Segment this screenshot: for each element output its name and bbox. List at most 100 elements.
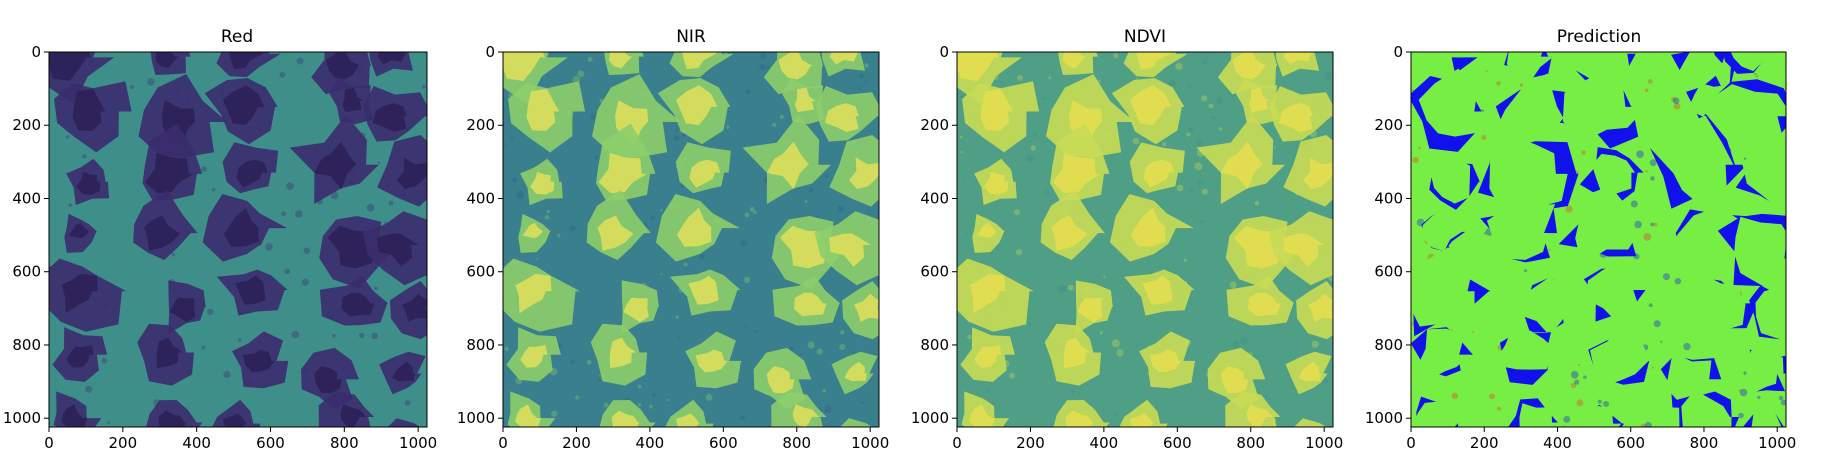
plant-core bbox=[794, 87, 816, 113]
x-tick-label: 0 bbox=[952, 434, 962, 452]
x-tick-label: 1000 bbox=[851, 434, 889, 452]
plant-core bbox=[235, 275, 266, 305]
texture-speck bbox=[359, 332, 365, 339]
texture-speck bbox=[807, 341, 815, 349]
texture-speck bbox=[516, 190, 525, 199]
y-tick-label: 1000 bbox=[3, 409, 41, 427]
x-tick-label: 0 bbox=[44, 434, 54, 452]
plant-core bbox=[1135, 52, 1171, 70]
texture-speck bbox=[1650, 176, 1655, 181]
texture-speck bbox=[1754, 72, 1757, 76]
plant-region bbox=[1562, 67, 1647, 142]
texture-speck bbox=[1778, 395, 1784, 401]
texture-speck bbox=[1576, 399, 1584, 407]
texture-speck bbox=[1683, 342, 1691, 351]
x-tick-label: 1000 bbox=[399, 434, 437, 452]
y-tick-label: 400 bbox=[1374, 189, 1403, 207]
texture-speck bbox=[675, 315, 679, 319]
texture-speck bbox=[1488, 393, 1495, 400]
image-area bbox=[956, 51, 1334, 428]
plant-region bbox=[1708, 84, 1786, 155]
texture-speck bbox=[142, 412, 146, 417]
texture-speck bbox=[1070, 389, 1075, 394]
texture-speck bbox=[1187, 84, 1191, 88]
texture-speck bbox=[1216, 187, 1219, 190]
plant-core bbox=[145, 153, 194, 194]
texture-speck bbox=[1229, 281, 1237, 289]
plant-core bbox=[376, 233, 419, 267]
plant-core bbox=[675, 413, 700, 427]
image-frame bbox=[956, 51, 1334, 428]
texture-speck bbox=[673, 135, 680, 142]
texture-speck bbox=[216, 153, 224, 161]
plant-core bbox=[825, 103, 859, 132]
x-axis: 0 200 400 600 800 1000 bbox=[44, 427, 437, 452]
texture-speck bbox=[201, 345, 206, 350]
texture-speck bbox=[1311, 340, 1320, 348]
texture-speck bbox=[370, 198, 375, 203]
plant-core bbox=[969, 273, 1006, 314]
texture-speck bbox=[603, 402, 609, 408]
texture-speck bbox=[1481, 134, 1487, 141]
plant-core bbox=[609, 337, 637, 369]
plant-core bbox=[1303, 157, 1333, 189]
texture-speck bbox=[1673, 97, 1680, 104]
texture-speck bbox=[1649, 159, 1657, 167]
texture-speck bbox=[1265, 394, 1268, 398]
texture-speck bbox=[1197, 180, 1204, 187]
plant-region bbox=[377, 135, 427, 207]
texture-speck bbox=[387, 282, 395, 291]
y-tick-label: 1000 bbox=[1365, 409, 1403, 427]
texture-speck bbox=[1033, 133, 1037, 138]
texture-speck bbox=[211, 187, 216, 192]
panel-red: Red 0 200 400 600 800 1000 0 200 400 600 800 1000 bbox=[3, 27, 437, 452]
y-tick-label: 400 bbox=[466, 189, 495, 207]
texture-speck bbox=[1183, 258, 1187, 262]
texture-speck bbox=[284, 268, 291, 275]
plant-core bbox=[1149, 349, 1182, 373]
texture-speck bbox=[824, 174, 829, 178]
plant-core bbox=[794, 292, 827, 317]
texture-speck bbox=[280, 211, 286, 217]
x-axis: 0 200 400 600 800 1000 bbox=[1406, 427, 1796, 452]
texture-speck bbox=[1412, 156, 1419, 164]
texture-speck bbox=[265, 243, 273, 251]
texture-speck bbox=[860, 401, 864, 405]
y-tick-label: 800 bbox=[920, 336, 949, 354]
texture-speck bbox=[388, 200, 394, 206]
x-tick-label: 400 bbox=[1543, 434, 1572, 452]
plant-core bbox=[1248, 292, 1281, 317]
texture-speck bbox=[1548, 248, 1551, 252]
plant-region bbox=[1665, 351, 1722, 400]
plant-core bbox=[969, 404, 996, 427]
plant-core bbox=[156, 337, 184, 369]
texture-speck bbox=[779, 114, 784, 119]
plant-core bbox=[530, 171, 555, 195]
plant-core bbox=[1248, 87, 1270, 113]
texture-speck bbox=[1211, 115, 1216, 120]
texture-speck bbox=[223, 370, 231, 379]
texture-speck bbox=[511, 177, 518, 184]
plant-region bbox=[1689, 271, 1746, 338]
plant-region bbox=[1590, 333, 1651, 387]
texture-speck bbox=[1194, 162, 1203, 171]
texture-speck bbox=[1630, 200, 1638, 208]
texture-speck bbox=[575, 395, 579, 400]
x-tick-label: 800 bbox=[1690, 434, 1719, 452]
texture-speck bbox=[837, 205, 844, 212]
texture-speck bbox=[1201, 59, 1207, 65]
texture-speck bbox=[302, 260, 306, 265]
texture-speck bbox=[1162, 142, 1167, 147]
y-axis: 0 200 400 600 800 1000 bbox=[3, 43, 49, 427]
texture-speck bbox=[744, 325, 747, 328]
texture-speck bbox=[648, 404, 653, 409]
plant-core bbox=[779, 225, 827, 269]
x-tick-label: 1000 bbox=[1758, 434, 1796, 452]
plant-core bbox=[844, 361, 867, 382]
texture-speck bbox=[1650, 222, 1655, 227]
texture-speck bbox=[137, 355, 142, 359]
panel-nir: NIR 0 200 400 600 800 1000 0 200 400 600 800 1000 bbox=[457, 27, 889, 452]
texture-speck bbox=[218, 73, 226, 82]
plant-region bbox=[1294, 418, 1327, 427]
texture-speck bbox=[1175, 62, 1183, 70]
